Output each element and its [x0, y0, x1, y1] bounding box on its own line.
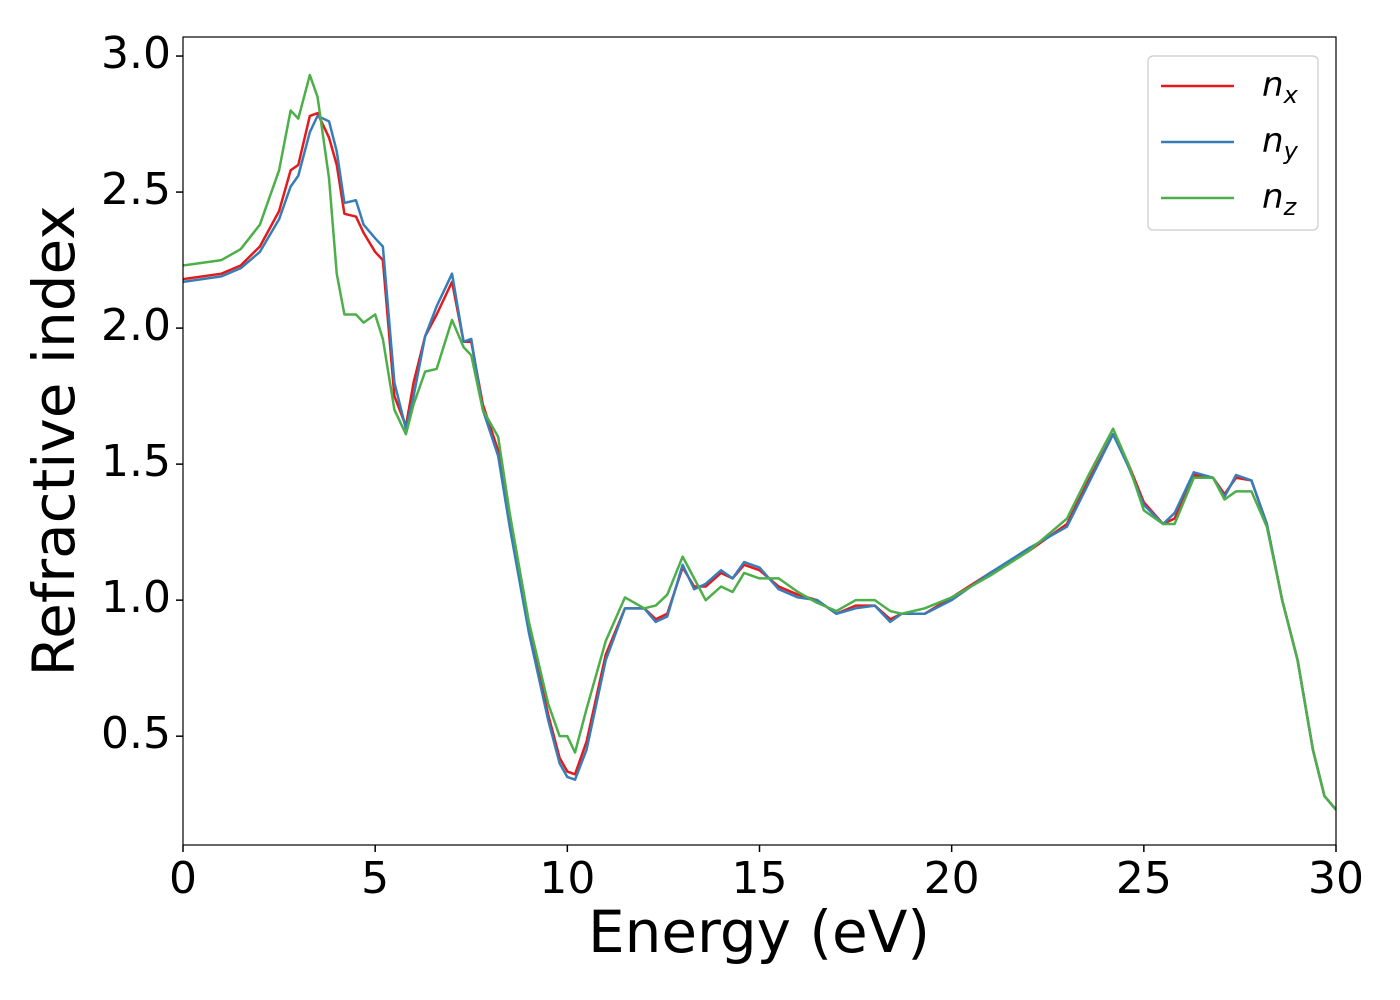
legend-label: nz — [1262, 177, 1298, 222]
x-tick-label: 25 — [1116, 853, 1172, 904]
y-tick-label: 3.0 — [101, 28, 171, 79]
x-tick-label: 15 — [732, 853, 788, 904]
x-tick-label: 30 — [1308, 853, 1364, 904]
x-tick-label: 5 — [361, 853, 389, 904]
plot-frame — [182, 36, 1337, 846]
y-tick-label: 2.5 — [101, 164, 171, 215]
series-line — [183, 114, 1336, 811]
x-tick-label: 10 — [539, 853, 595, 904]
x-tick-label: 20 — [924, 853, 980, 904]
y-tick-label: 0.5 — [101, 708, 171, 759]
y-tick-label: 1.0 — [101, 572, 171, 623]
series-line — [183, 73, 1336, 811]
legend-label: nx — [1262, 65, 1299, 110]
y-axis-label: Refractive index — [20, 205, 88, 676]
x-tick-label: 0 — [169, 853, 197, 904]
legend-label: ny — [1262, 121, 1299, 166]
y-tick-label: 2.0 — [101, 300, 171, 351]
y-tick-label: 1.5 — [101, 436, 171, 487]
x-axis-label: Energy (eV) — [588, 898, 930, 966]
